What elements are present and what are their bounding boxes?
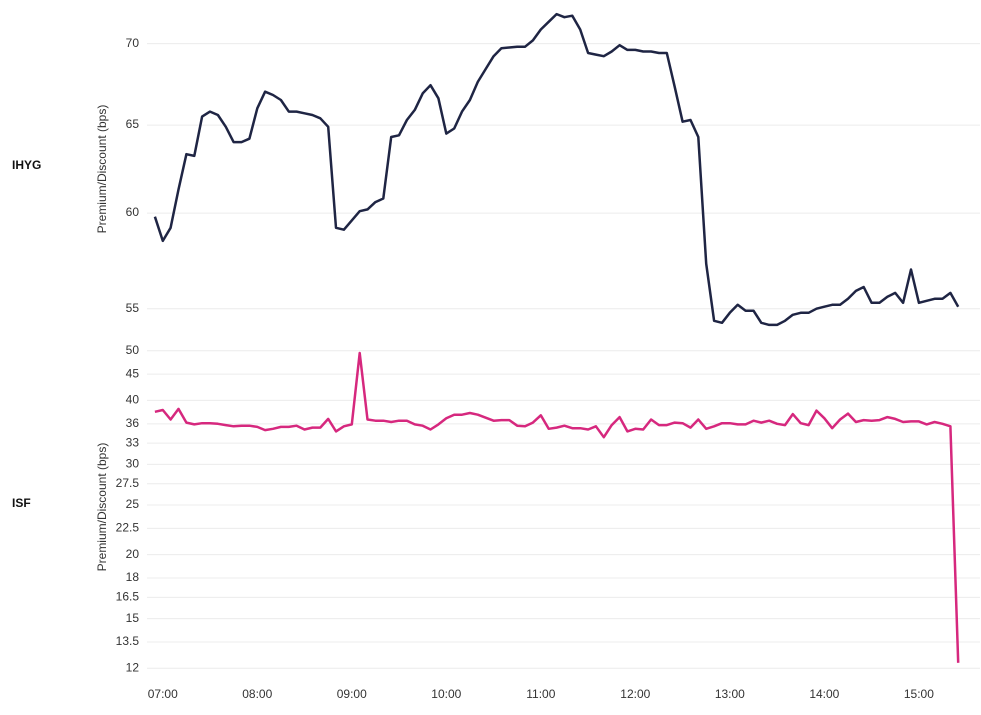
y-tick-label: 60 xyxy=(126,205,140,219)
line xyxy=(153,12,960,327)
y-tick-label: 16.5 xyxy=(116,590,140,604)
y-tick-label: 25 xyxy=(126,497,140,511)
y-tick-label: 30 xyxy=(126,457,140,471)
y-axis-title: Premium/Discount (bps) xyxy=(95,443,109,572)
y-tick-label: 65 xyxy=(126,117,140,131)
panel-label: IHYG xyxy=(12,158,41,172)
y-tick-label: 40 xyxy=(126,393,140,407)
y-tick-label: 22.5 xyxy=(116,521,140,535)
y-tick-label: 36 xyxy=(126,416,140,430)
x-tick-label: 15:00 xyxy=(904,687,934,701)
x-tick-label: 11:00 xyxy=(526,687,555,701)
x-tick-label: 14:00 xyxy=(809,687,839,701)
y-axis-title: Premium/Discount (bps) xyxy=(95,105,109,234)
y-tick-label: 55 xyxy=(126,301,140,315)
y-tick-label: 27.5 xyxy=(116,476,140,490)
y-tick-label: 45 xyxy=(126,366,140,380)
x-tick-label: 07:00 xyxy=(148,687,178,701)
y-tick-label: 13.5 xyxy=(116,634,140,648)
y-tick-label: 15 xyxy=(126,611,140,625)
x-tick-label: 09:00 xyxy=(337,687,367,701)
y-tick-label: 20 xyxy=(126,547,140,561)
y-tick-label: 12 xyxy=(126,660,140,674)
x-tick-label: 13:00 xyxy=(715,687,745,701)
panel-label: ISF xyxy=(12,496,31,510)
y-tick-label: 70 xyxy=(126,36,140,50)
line xyxy=(154,351,960,663)
x-tick-label: 12:00 xyxy=(620,687,650,701)
x-tick-label: 10:00 xyxy=(431,687,461,701)
y-tick-label: 18 xyxy=(126,570,140,584)
y-tick-label: 33 xyxy=(126,435,140,449)
y-tick-label: 50 xyxy=(126,343,140,357)
x-tick-label: 08:00 xyxy=(242,687,272,701)
